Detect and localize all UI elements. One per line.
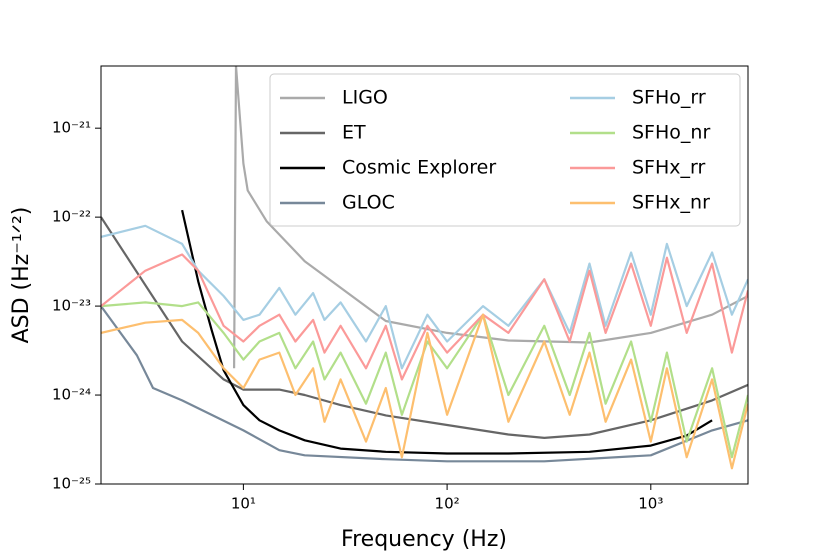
series-line	[181, 209, 713, 455]
plot-frame	[100, 65, 749, 485]
x-tick-label: 10¹	[231, 495, 256, 513]
series-line	[101, 313, 748, 470]
legend-box	[269, 73, 741, 227]
series-line	[101, 253, 748, 381]
legend-label: LIGO	[342, 87, 388, 109]
series-line	[101, 305, 748, 463]
y-tick-label: 10⁻²⁵	[52, 475, 91, 493]
y-tick-label: 10⁻²³	[52, 297, 91, 315]
legend-label: SFHx_nr	[632, 192, 710, 214]
x-tick-label: 10³	[638, 495, 663, 513]
legend-label: SFHx_rr	[632, 157, 705, 179]
y-tick-label: 10⁻²⁴	[52, 386, 91, 404]
x-axis-label: Frequency (Hz)	[341, 527, 507, 552]
legend-label: Cosmic Explorer	[342, 157, 496, 179]
legend-label: SFHo_nr	[632, 122, 710, 144]
y-tick-label: 10⁻²²	[52, 208, 91, 226]
plot-lines	[101, 66, 748, 470]
y-tick-label: 10⁻²¹	[52, 119, 91, 137]
series-line	[101, 224, 748, 370]
series-line	[233, 66, 748, 369]
series-line	[101, 301, 748, 459]
y-axis-label: ASD (Hz⁻¹ᐟ²)	[9, 207, 34, 344]
legend-label: GLOC	[342, 192, 395, 214]
legend-label: ET	[342, 122, 366, 144]
x-tick-label: 10²	[435, 495, 460, 513]
legend-label: SFHo_rr	[632, 87, 706, 109]
